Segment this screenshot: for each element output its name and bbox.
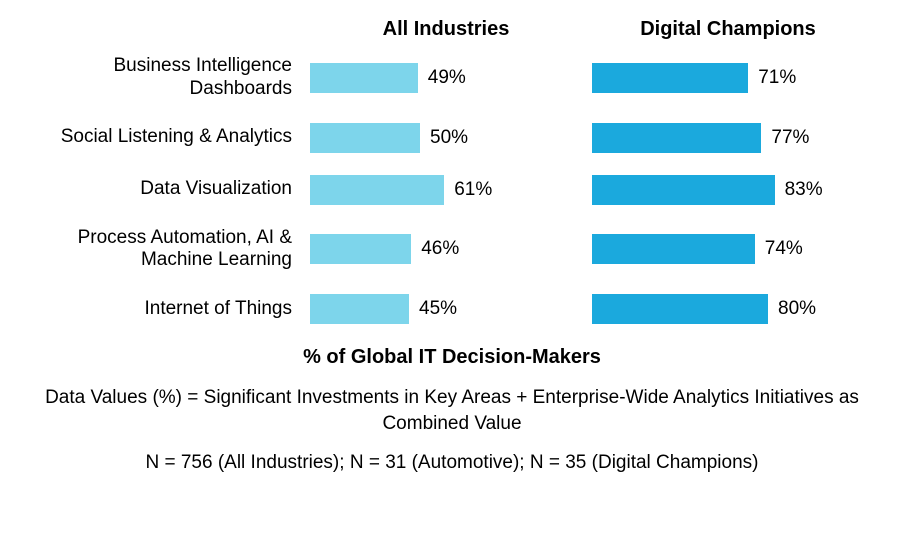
bar-digital-champions: [592, 175, 775, 205]
category-label: Process Automation, AI & Machine Learnin…: [40, 227, 300, 273]
bar-col-digital-champions: 80%: [582, 294, 864, 324]
bar-col-all-industries: 61%: [300, 175, 582, 205]
bar-col-all-industries: 46%: [300, 234, 582, 264]
value-digital-champions: 83%: [785, 179, 823, 201]
value-all-industries: 45%: [419, 298, 457, 320]
column-headers-row: All Industries Digital Champions: [40, 18, 864, 41]
bar-all-industries: [310, 175, 444, 205]
header-spacer: [40, 18, 300, 41]
value-all-industries: 50%: [430, 127, 468, 149]
footer-sub: Data Values (%) = Significant Investment…: [40, 385, 864, 436]
chart-row: Process Automation, AI & Machine Learnin…: [40, 227, 864, 273]
chart-row: Social Listening & Analytics 50% 77%: [40, 123, 864, 153]
chart-row: Internet of Things 45% 80%: [40, 294, 864, 324]
column-header-all-industries: All Industries: [300, 18, 582, 41]
bar-digital-champions: [592, 123, 761, 153]
footer-n-line: N = 756 (All Industries); N = 31 (Automo…: [40, 452, 864, 474]
chart-container: All Industries Digital Champions Busines…: [0, 0, 904, 544]
value-digital-champions: 80%: [778, 298, 816, 320]
bar-col-digital-champions: 83%: [582, 175, 864, 205]
chart-footer: % of Global IT Decision-Makers Data Valu…: [40, 346, 864, 474]
value-all-industries: 61%: [454, 179, 492, 201]
chart-row: Data Visualization 61% 83%: [40, 175, 864, 205]
chart-rows: Business Intelligence Dashboards 49% 71% So…: [40, 55, 864, 324]
bar-all-industries: [310, 234, 411, 264]
bar-col-all-industries: 49%: [300, 63, 582, 93]
bar-col-digital-champions: 71%: [582, 63, 864, 93]
value-all-industries: 46%: [421, 238, 459, 260]
chart-row: Business Intelligence Dashboards 49% 71%: [40, 55, 864, 101]
footer-main: % of Global IT Decision-Makers: [40, 346, 864, 369]
bar-col-digital-champions: 74%: [582, 234, 864, 264]
bar-all-industries: [310, 63, 418, 93]
value-all-industries: 49%: [428, 67, 466, 89]
category-label: Internet of Things: [40, 298, 300, 321]
bar-col-digital-champions: 77%: [582, 123, 864, 153]
column-header-digital-champions: Digital Champions: [582, 18, 864, 41]
category-label: Business Intelligence Dashboards: [40, 55, 300, 101]
bar-digital-champions: [592, 234, 755, 264]
category-label: Data Visualization: [40, 178, 300, 201]
bar-col-all-industries: 50%: [300, 123, 582, 153]
bar-col-all-industries: 45%: [300, 294, 582, 324]
value-digital-champions: 74%: [765, 238, 803, 260]
category-label: Social Listening & Analytics: [40, 126, 300, 149]
bar-digital-champions: [592, 294, 768, 324]
bar-digital-champions: [592, 63, 748, 93]
value-digital-champions: 77%: [771, 127, 809, 149]
value-digital-champions: 71%: [758, 67, 796, 89]
bar-all-industries: [310, 294, 409, 324]
bar-all-industries: [310, 123, 420, 153]
